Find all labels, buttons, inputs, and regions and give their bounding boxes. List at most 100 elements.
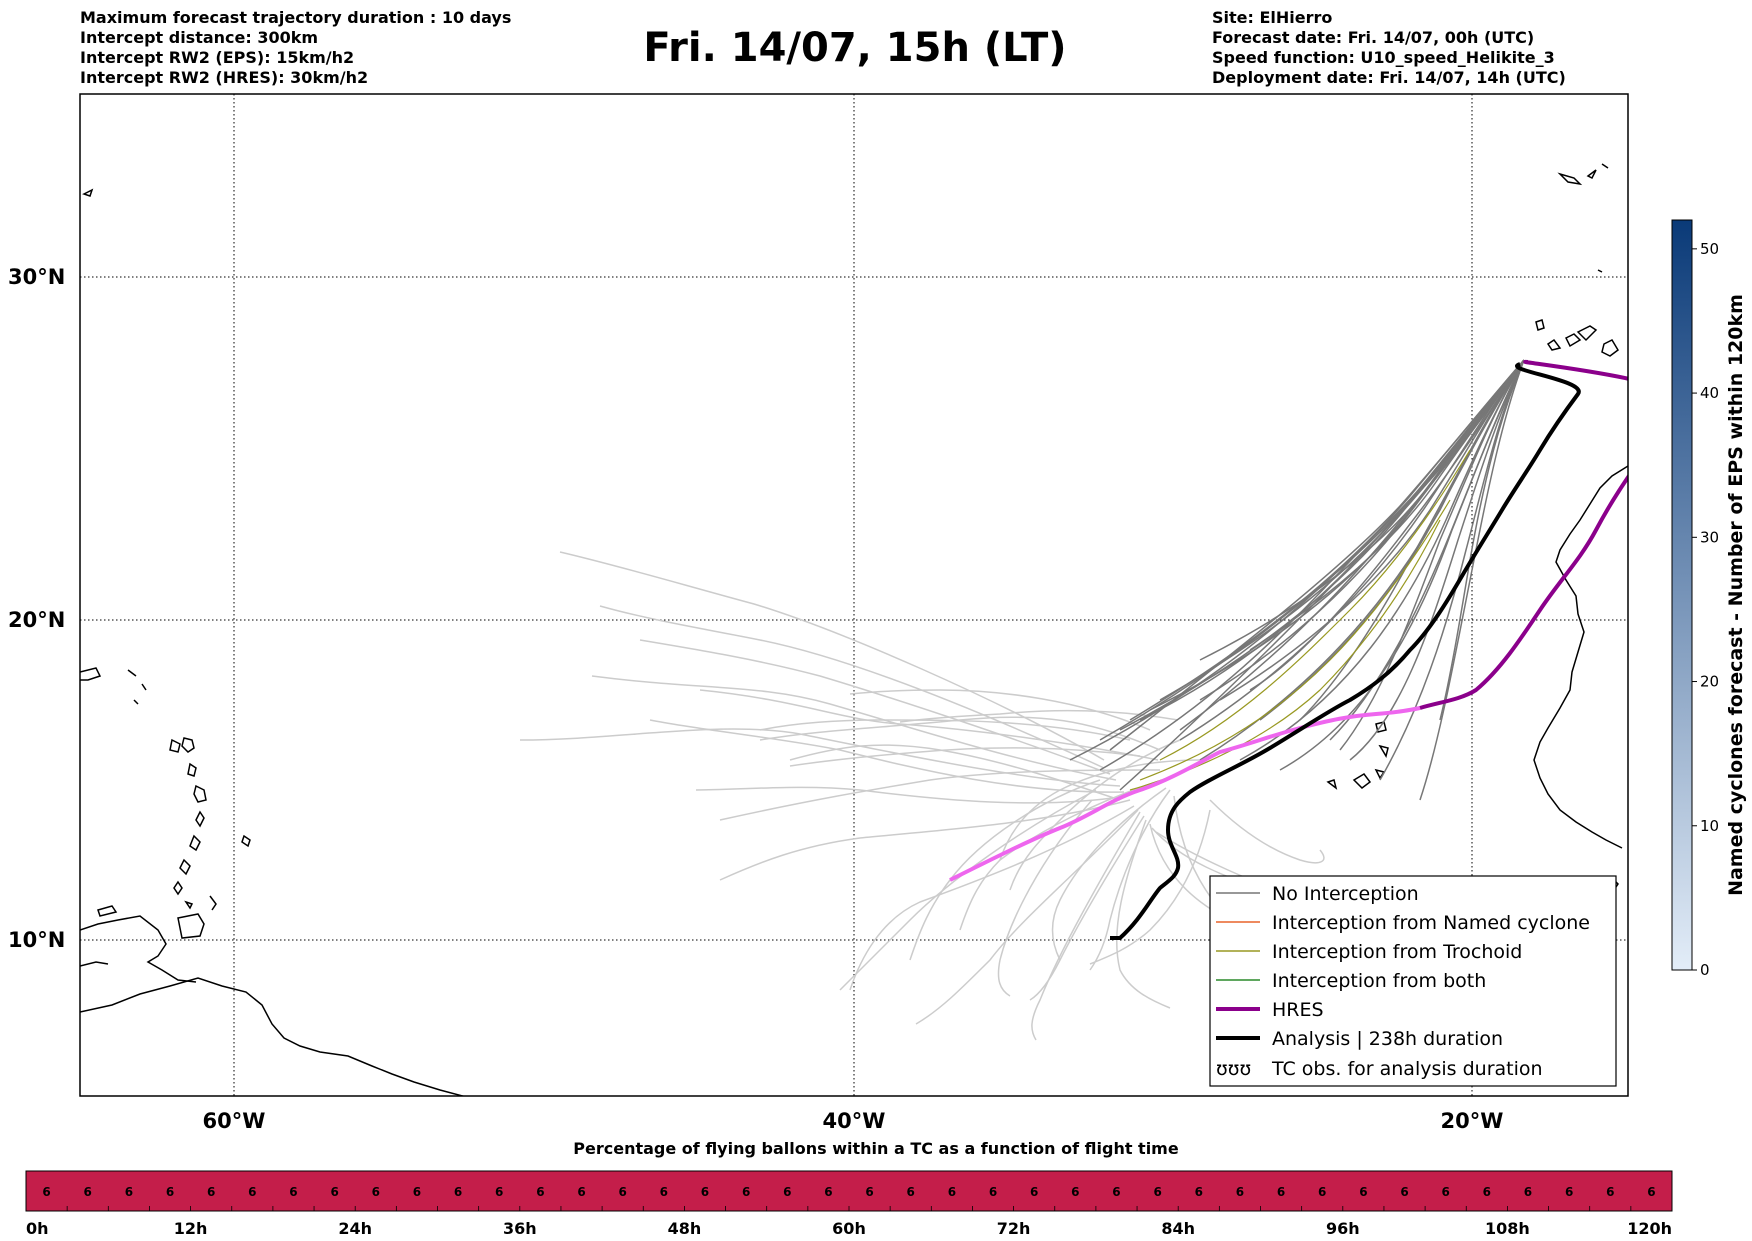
faded-trajectory: [1089, 809, 1211, 965]
timebar-percent-value: 6: [618, 1185, 626, 1199]
timebar-percent-value: 6: [413, 1185, 421, 1199]
africa-coast: [1533, 465, 1628, 849]
timebar-percent-value: 6: [742, 1185, 750, 1199]
faded-trajectory: [1031, 811, 1141, 1041]
lesser-antilles-7: [173, 880, 183, 896]
lesser-antilles-5: [189, 834, 201, 852]
map-gridlines: [80, 94, 1628, 1096]
no-interception-trajectory: [1219, 359, 1525, 701]
page-title: Fri. 14/07, 15h (LT): [643, 25, 1067, 71]
legend-label-3: Interception from both: [1272, 970, 1486, 992]
lat-label-20n: 20°N: [8, 608, 65, 632]
legend-tc-symbol: ʊʊʊ: [1216, 1058, 1251, 1080]
timebar-percent-value: 6: [42, 1185, 50, 1199]
faded-trajectory: [695, 786, 1127, 804]
header-left-info: Maximum forecast trajectory duration : 1…: [80, 8, 511, 88]
no-interception-trajectory: [1419, 359, 1525, 801]
timebar-percent-value: 6: [1400, 1185, 1408, 1199]
speed-function-text: Speed function: U10_speed_Helikite_3: [1212, 48, 1555, 67]
madeira: [1535, 319, 1545, 331]
no-interception-trajectory: [1339, 359, 1525, 751]
lesser-antilles-3: [193, 784, 207, 803]
legend-box: [1209, 875, 1617, 1087]
no-interception-trajectory: [1299, 359, 1525, 721]
faded-trajectory: [1009, 739, 1181, 891]
timebar-percent-value: 6: [1277, 1185, 1285, 1199]
faded-trajectory: [1051, 787, 1167, 961]
timebar-time-label: 72h: [997, 1219, 1031, 1238]
timebar-percent-value: 6: [824, 1185, 832, 1199]
azores: [1557, 163, 1609, 273]
lesser-antilles-6: [179, 858, 191, 876]
legend-label-4: HRES: [1272, 999, 1324, 1021]
no-interception-trajectory: [1109, 359, 1525, 751]
trochoid-trajectory: [1139, 499, 1451, 781]
bermuda: [82, 188, 94, 197]
no-interception-trajectory: [1199, 359, 1525, 701]
no-interception-trajectory: [1349, 359, 1525, 761]
faded-trajectory: [849, 689, 1151, 731]
intercept-eps-text: Intercept RW2 (EPS): 15km/h2: [80, 48, 355, 67]
timebar-percent-value: 6: [248, 1185, 256, 1199]
timebar-percent-value: 6: [1195, 1185, 1203, 1199]
timebar-percent-value: 6: [1236, 1185, 1244, 1199]
faded-trajectory: [599, 605, 1105, 769]
trochoid-trajectory: [1159, 449, 1471, 761]
colorbar-tick-label: 0: [1700, 961, 1710, 979]
faded-trajectory: [559, 551, 1105, 761]
puerto-rico-coast: [80, 667, 102, 681]
no-interception-trajectory: [1159, 359, 1525, 701]
timebar-percent-value: 6: [207, 1185, 215, 1199]
venezuela-coast: [80, 915, 197, 983]
virgin-islands: [127, 669, 147, 705]
barbados: [241, 834, 251, 848]
colorbar-title: Named cyclones forecast - Number of EPS …: [1725, 294, 1747, 896]
timebar-percent-value: 6: [372, 1185, 380, 1199]
timebar-percent-value: 6: [1318, 1185, 1326, 1199]
faded-trajectory: [639, 639, 1111, 775]
no-interception-trajectory: [1139, 359, 1525, 721]
header-right-info: Site: ElHierro Forecast date: Fri. 14/07…: [1212, 8, 1566, 88]
hres-trajectory: [1419, 359, 1628, 710]
colorbar: 0 10 20 30 40 50 Named cyclones forecast - Nu…: [1671, 219, 1747, 979]
lon-label-40w: 40°W: [823, 1109, 886, 1130]
grenadines: [209, 895, 217, 911]
map-frame: [79, 93, 1629, 1097]
colorbar-tick-label: 20: [1700, 673, 1719, 691]
timebar-percent-value: 6: [948, 1185, 956, 1199]
deployment-date-text: Deployment date: Fri. 14/07, 14h (UTC): [1212, 68, 1566, 87]
timebar-percent-value: 6: [577, 1185, 585, 1199]
timebar-percent-value: 6: [1112, 1185, 1120, 1199]
no-interception-trajectory: [1119, 359, 1525, 731]
timebar-time-label: 36h: [503, 1219, 537, 1238]
timebar-percent-value: 6: [989, 1185, 997, 1199]
forecast-date-text: Forecast date: Fri. 14/07, 00h (UTC): [1212, 28, 1535, 47]
timebar-time-label: 0h: [26, 1219, 49, 1238]
timebar-time-label: 24h: [338, 1219, 372, 1238]
faded-trajectory: [649, 719, 1125, 793]
timebar-percent-value: 6: [1030, 1185, 1038, 1199]
timebar-time-label: 120h: [1627, 1219, 1672, 1238]
timebar-percent-value: 6: [1483, 1185, 1491, 1199]
no-interception-trajectory: [1379, 359, 1525, 781]
legend-label-1: Interception from Named cyclone: [1272, 912, 1590, 934]
timebar-percent-value: 6: [125, 1185, 133, 1199]
eps-trajectories-no-interception: [1069, 359, 1525, 801]
timebar-percent-value: 6: [1647, 1185, 1655, 1199]
no-interception-trajectory: [1099, 359, 1525, 741]
colorbar-gradient: [1671, 219, 1693, 971]
timebar-percent-value: 6: [1071, 1185, 1079, 1199]
lat-label-30n: 30°N: [8, 265, 65, 289]
analysis-trajectory: [1110, 362, 1581, 940]
faded-trajectory: [1089, 789, 1171, 971]
no-interception-trajectory: [1129, 359, 1525, 721]
legend-label-5: Analysis | 238h duration: [1272, 1028, 1503, 1050]
timebar-background: [25, 1170, 1673, 1212]
max-duration-text: Maximum forecast trajectory duration : 1…: [80, 8, 512, 27]
colombia-coast: [80, 961, 109, 967]
timebar-percent-value: 6: [660, 1185, 668, 1199]
south-america-coast: [80, 977, 466, 1096]
timebar-percent-value: 6: [907, 1185, 915, 1199]
cape-verde: [1326, 721, 1389, 790]
lesser-antilles-2: [187, 762, 197, 777]
